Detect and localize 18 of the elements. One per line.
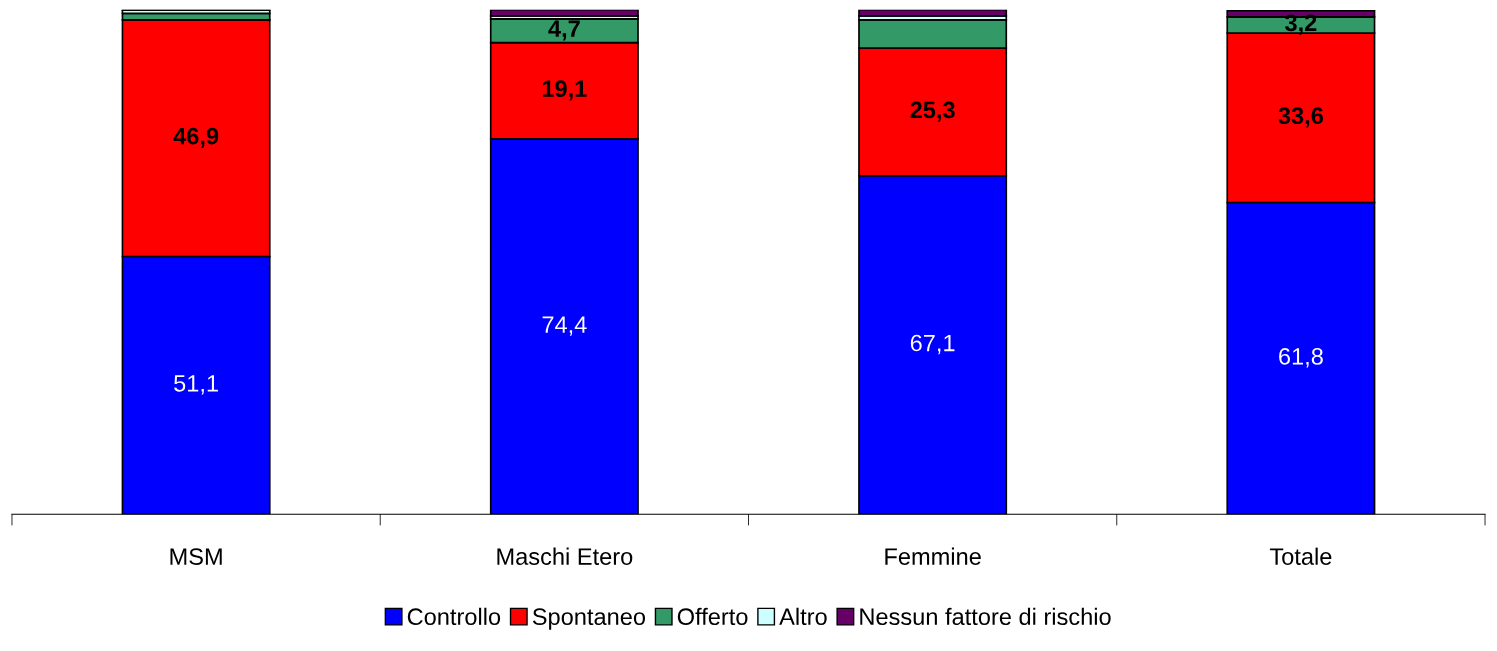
x-tick-label: Maschi Etero xyxy=(497,547,633,565)
data-label: 61,8 xyxy=(1279,348,1323,368)
data-label: 74,4 xyxy=(542,316,587,336)
data-label: 19,1 xyxy=(542,80,587,101)
data-label: 4,7 xyxy=(548,20,580,41)
x-tick-label: Totale xyxy=(1269,547,1332,565)
legend-label: Offerto xyxy=(677,607,748,626)
data-label: 25,3 xyxy=(910,101,955,122)
data-label: 46,9 xyxy=(173,127,219,148)
legend-label: Nessun fattore di rischio xyxy=(860,607,1111,626)
legend-label: Spontaneo xyxy=(532,608,646,630)
legend-label: Altro xyxy=(779,607,827,626)
x-tick-label: Femmine xyxy=(885,547,981,565)
data-label: 51,1 xyxy=(174,375,218,395)
legend-label: Controllo xyxy=(407,607,501,626)
data-label: 33,6 xyxy=(1278,107,1324,128)
x-tick-label: MSM xyxy=(170,548,222,565)
data-label: 67,1 xyxy=(910,334,955,355)
